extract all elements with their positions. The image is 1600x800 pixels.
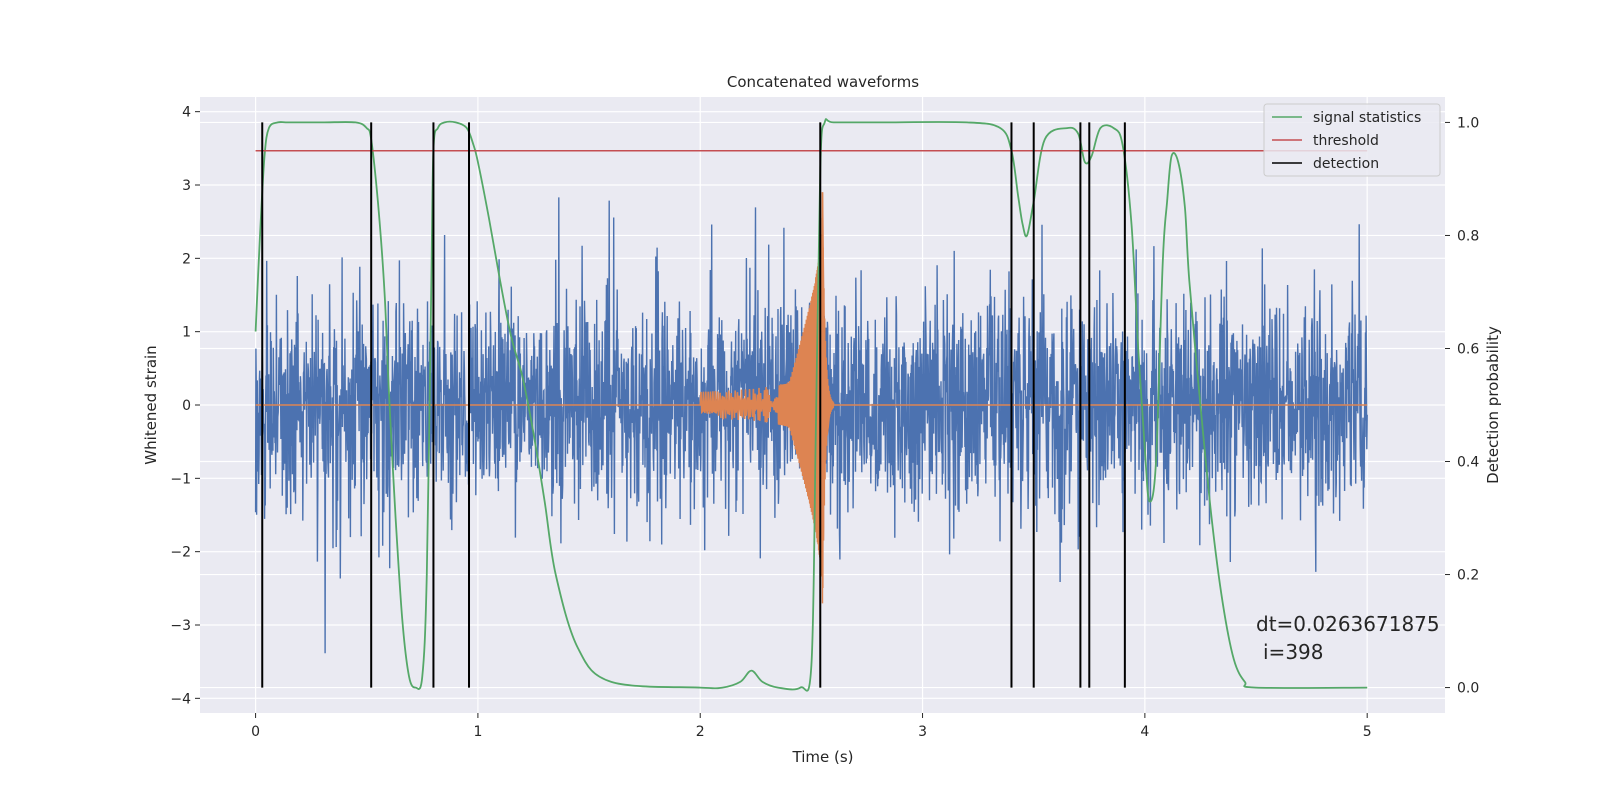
y-tick-label-left: 0 [182,398,191,414]
annotation-dt: dt=0.0263671875 [1256,612,1440,636]
legend-label-statistics: signal statistics [1313,110,1421,126]
x-tick-label: 5 [1363,724,1372,740]
y-tick-label-right: 0.0 [1457,681,1479,697]
y-tick-label-left: −3 [170,618,191,634]
statistics-series [254,118,1368,692]
y-tick-label-right: 0.2 [1457,568,1479,584]
x-tick-label: 0 [251,724,260,740]
x-tick-label: 3 [918,724,927,740]
x-tick-label: 1 [473,724,482,740]
y-tick-label-left: −2 [170,545,191,561]
legend: signal statistics threshold detection [1263,103,1441,177]
y-tick-label-right: 0.8 [1457,228,1479,244]
x-tick-label: 4 [1140,724,1149,740]
template-merger-line [777,192,835,604]
template-series [255,192,1368,604]
y-tick-label-left: 1 [182,325,191,341]
x-tick-label: 2 [696,724,705,740]
ticks: 0 1 2 3 4 5 −4 −3 −2 −1 0 1 2 3 4 0.0 0.2 0.4 0.6 0.8 1.0 [170,105,1479,740]
detection-series [261,122,1126,688]
legend-label-detection: detection [1313,156,1379,172]
legend-label-threshold: threshold [1313,133,1379,149]
y-tick-label-right: 1.0 [1457,115,1479,131]
y-tick-label-right: 0.6 [1457,341,1479,357]
y-tick-label-left: 3 [182,178,191,194]
y-tick-label-right: 0.4 [1457,455,1479,471]
x-axis-label: Time (s) [792,748,854,766]
y-tick-label-left: −4 [170,691,191,707]
legend-box [1263,103,1441,177]
statistics-line [254,118,1368,692]
y-tick-label-left: 4 [182,105,191,121]
y-tick-label-left: 2 [182,251,191,267]
y-tick-label-left: −1 [170,471,191,487]
annotation-index: i=398 [1263,640,1324,664]
y-axis-label-left: Whitened strain [142,345,160,464]
chart-title: Concatenated waveforms [727,73,919,91]
y-axis-label-right: Detection probability [1484,326,1502,484]
